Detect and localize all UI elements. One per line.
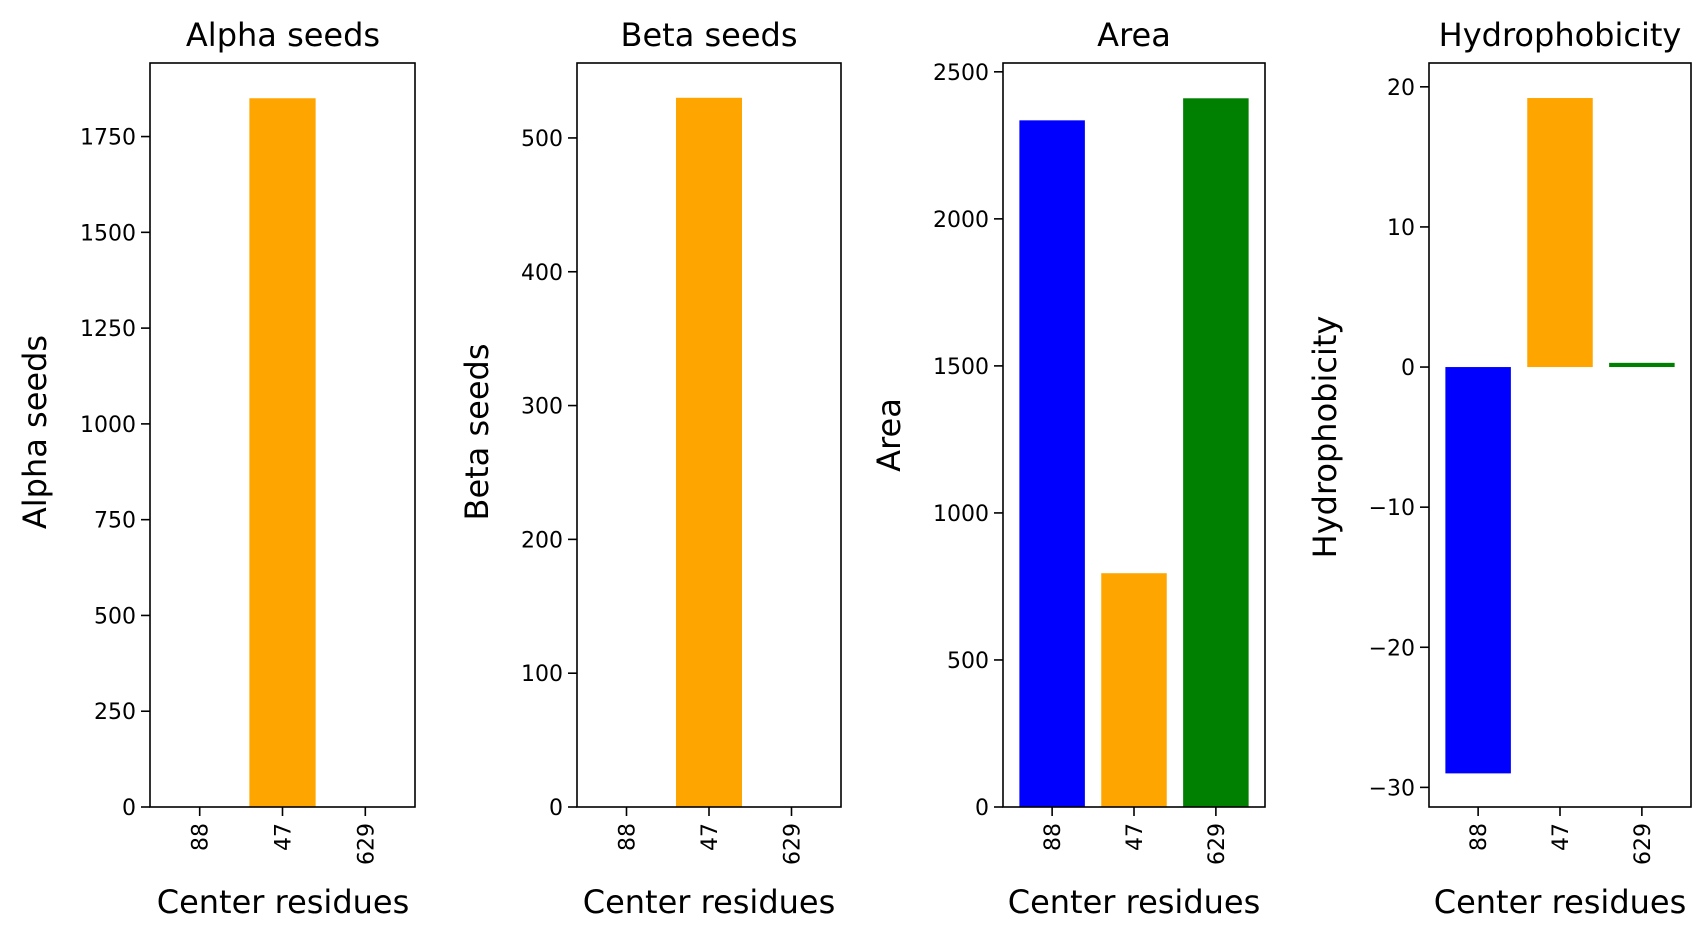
x-axis-label: Center residues bbox=[157, 883, 410, 921]
chart-title: Area bbox=[1097, 16, 1171, 54]
bar-47 bbox=[1527, 98, 1593, 368]
y-tick-label: 200 bbox=[521, 528, 563, 553]
y-tick-label: −30 bbox=[1369, 776, 1415, 801]
x-tick-label: 629 bbox=[781, 823, 806, 865]
bar-47 bbox=[1101, 573, 1167, 807]
y-axis-label: Alpha seeds bbox=[16, 335, 54, 529]
y-tick-label: 0 bbox=[975, 796, 989, 821]
subplot-alpha-seeds: Alpha seeds Alpha seeds Center residues … bbox=[16, 16, 416, 921]
y-tick-label: 1000 bbox=[933, 502, 989, 527]
y-tick-label: 0 bbox=[1401, 356, 1415, 381]
y-tick-label: 1500 bbox=[80, 221, 136, 246]
chart-title: Beta seeds bbox=[621, 16, 798, 54]
y-tick-label: 750 bbox=[94, 509, 136, 534]
y-tick-label: 2500 bbox=[933, 61, 989, 86]
y-tick-label: 20 bbox=[1387, 76, 1415, 101]
x-tick-label: 88 bbox=[616, 823, 641, 851]
x-tick-label: 88 bbox=[1041, 823, 1066, 851]
bar-88 bbox=[1445, 367, 1511, 774]
y-tick-label: −10 bbox=[1369, 496, 1415, 521]
x-tick-label: 88 bbox=[1467, 823, 1492, 851]
y-tick-label: 0 bbox=[122, 796, 136, 821]
x-axis-label: Center residues bbox=[583, 883, 836, 921]
y-tick-label: 1500 bbox=[933, 355, 989, 380]
y-tick-label: 10 bbox=[1387, 216, 1415, 241]
x-axis-label: Center residues bbox=[1434, 883, 1687, 921]
chart-title: Hydrophobicity bbox=[1439, 16, 1682, 54]
y-tick-label: 100 bbox=[521, 662, 563, 687]
subplot-hydrophobicity: Hydrophobicity Hydrophobicity Center res… bbox=[1306, 16, 1692, 921]
y-axis-label: Hydrophobicity bbox=[1306, 316, 1344, 559]
y-tick-label: 1250 bbox=[80, 317, 136, 342]
y-tick-label: −20 bbox=[1369, 636, 1415, 661]
y-tick-label: 2000 bbox=[933, 208, 989, 233]
x-tick-label: 629 bbox=[354, 823, 379, 865]
y-tick-label: 250 bbox=[94, 700, 136, 725]
bar-47 bbox=[676, 97, 742, 808]
y-tick-label: 0 bbox=[549, 796, 563, 821]
x-tick-label: 47 bbox=[1123, 823, 1148, 851]
x-tick-label: 88 bbox=[189, 823, 214, 851]
y-tick-label: 400 bbox=[521, 261, 563, 286]
x-tick-label: 47 bbox=[1549, 823, 1574, 851]
bar-629 bbox=[1609, 362, 1675, 368]
y-tick-label: 500 bbox=[947, 649, 989, 674]
y-tick-label: 500 bbox=[94, 604, 136, 629]
y-axis-label: Beta seeds bbox=[458, 344, 496, 521]
bar-88 bbox=[1019, 120, 1085, 808]
x-tick-label: 47 bbox=[698, 823, 723, 851]
subplot-area: Area Area Center residues 0 500 1000 1500 20… bbox=[870, 16, 1266, 921]
y-tick-label: 1000 bbox=[80, 413, 136, 438]
chart-title: Alpha seeds bbox=[186, 16, 380, 54]
y-tick-label: 1750 bbox=[80, 126, 136, 151]
y-tick-label: 500 bbox=[521, 127, 563, 152]
x-tick-label: 629 bbox=[1205, 823, 1230, 865]
y-axis-label: Area bbox=[870, 398, 908, 472]
y-tick-label: 300 bbox=[521, 395, 563, 420]
subplot-beta-seeds: Beta seeds Beta seeds Center residues 0 1… bbox=[458, 16, 842, 921]
bar-47 bbox=[249, 98, 316, 807]
x-tick-label: 629 bbox=[1631, 823, 1656, 865]
x-tick-label: 47 bbox=[272, 823, 297, 851]
x-axis-label: Center residues bbox=[1008, 883, 1261, 921]
bar-629 bbox=[1183, 98, 1249, 808]
